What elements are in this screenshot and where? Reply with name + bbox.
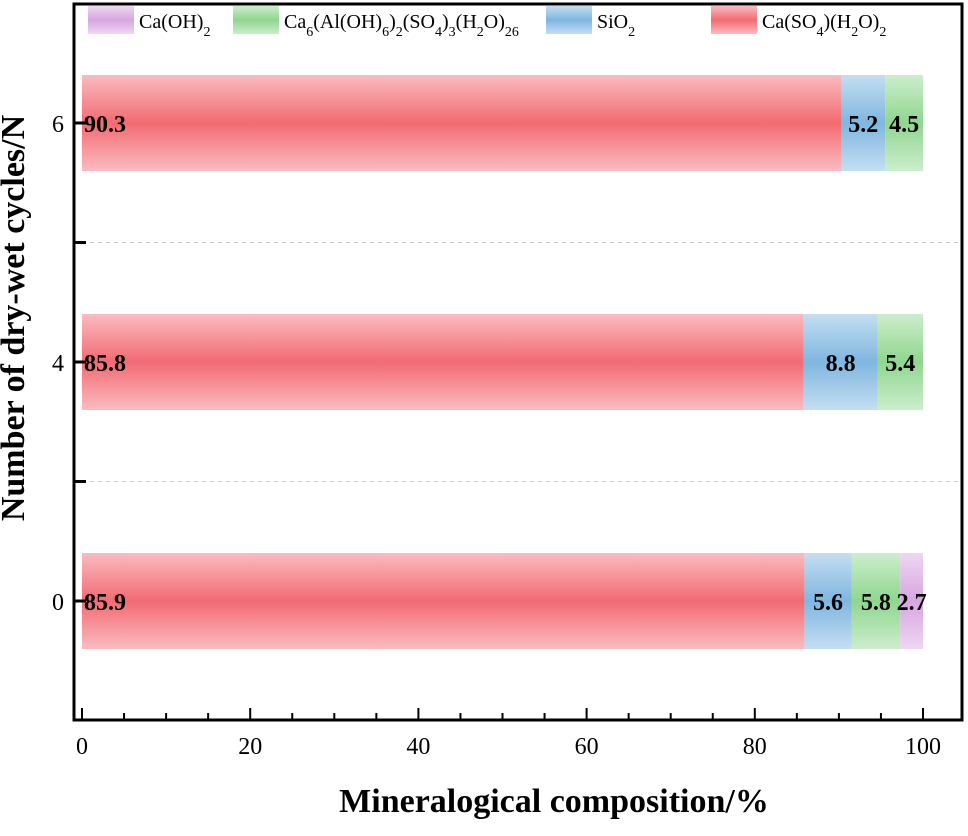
- data-label-sio2-cycle-0: 5.6: [813, 590, 843, 616]
- x-tick-label: 0: [76, 734, 88, 760]
- data-label-ca6-al-oh-6-2-so4-3-h2o-26-cycle-0: 5.8: [861, 590, 891, 616]
- data-label-ca6-al-oh-6-2-so4-3-h2o-26-cycle-6: 4.5: [889, 112, 919, 138]
- bar-sio2-cycle-4: [803, 314, 878, 410]
- legend-label-ca6-al-oh-6-2-so4-3-h2o-26: Ca6(Al(OH)6)2(SO4)3(H2O)26: [284, 11, 519, 40]
- data-label-ca-oh-2-cycle-0: 2.7: [897, 590, 927, 616]
- data-labels-group: 85.9 5.6 5.8 2.7 85.8 8.8 5.4 90.3 5.2 4.5: [84, 112, 927, 616]
- data-label-sio2-cycle-4: 8.8: [826, 351, 856, 377]
- y-axis-ticks: 0 4 6: [52, 112, 86, 616]
- y-axis-title: Number of dry-wet cycles/N: [0, 114, 32, 521]
- data-label-sio2-cycle-6: 5.2: [848, 112, 878, 138]
- legend-swatch-ca-oh-2: [88, 6, 134, 34]
- data-label-ca-so4-h2o-2-cycle-4: 85.8: [84, 351, 126, 377]
- legend-label-ca-so4-h2o-2: Ca(SO4)(H2O)2: [762, 11, 886, 40]
- bar-ca-oh-2-cycle-0: [900, 553, 923, 649]
- y-tick-label-0: 0: [52, 590, 64, 616]
- legend-swatch-sio2: [546, 6, 592, 34]
- bar-ca6-al-oh-6-2-so4-3-h2o-26-cycle-6: [885, 75, 923, 171]
- bar-ca-so4-h2o-2-cycle-4: [82, 314, 804, 410]
- data-label-ca-so4-h2o-2-cycle-0: 85.9: [84, 590, 126, 616]
- y-tick-label-4: 4: [52, 351, 64, 377]
- bars-group: [82, 75, 923, 649]
- legend-swatch-ca-so4-h2o-2: [711, 6, 757, 34]
- legend: Ca(OH)2 Ca6(Al(OH)6)2(SO4)3(H2O)26 SiO2 Ca(…: [88, 6, 886, 40]
- gridlines: [74, 242, 962, 482]
- x-tick-label: 40: [406, 734, 430, 760]
- bar-sio2-cycle-0: [804, 553, 852, 649]
- data-label-ca6-al-oh-6-2-so4-3-h2o-26-cycle-4: 5.4: [885, 351, 915, 377]
- bar-ca-so4-h2o-2-cycle-6: [82, 75, 842, 171]
- data-label-ca-so4-h2o-2-cycle-6: 90.3: [84, 112, 126, 138]
- bar-ca6-al-oh-6-2-so4-3-h2o-26-cycle-0: [851, 553, 901, 649]
- y-tick-label-6: 6: [52, 112, 64, 138]
- x-axis-ticks: 0 20 40 60 80 100: [76, 708, 941, 760]
- x-tick-label: 20: [238, 734, 262, 760]
- bar-ca6-al-oh-6-2-so4-3-h2o-26-cycle-4: [877, 314, 923, 410]
- legend-swatch-ca6-al-oh-6-2-so4-3-h2o-26: [233, 6, 279, 34]
- x-tick-label: 80: [743, 734, 767, 760]
- x-axis-title: Mineralogical composition/%: [339, 783, 769, 820]
- x-tick-label: 100: [905, 734, 941, 760]
- bar-ca-so4-h2o-2-cycle-0: [82, 553, 805, 649]
- x-tick-label: 60: [575, 734, 599, 760]
- legend-label-ca-oh-2: Ca(OH)2: [139, 11, 210, 40]
- legend-label-sio2: SiO2: [597, 11, 635, 40]
- bar-sio2-cycle-6: [841, 75, 886, 171]
